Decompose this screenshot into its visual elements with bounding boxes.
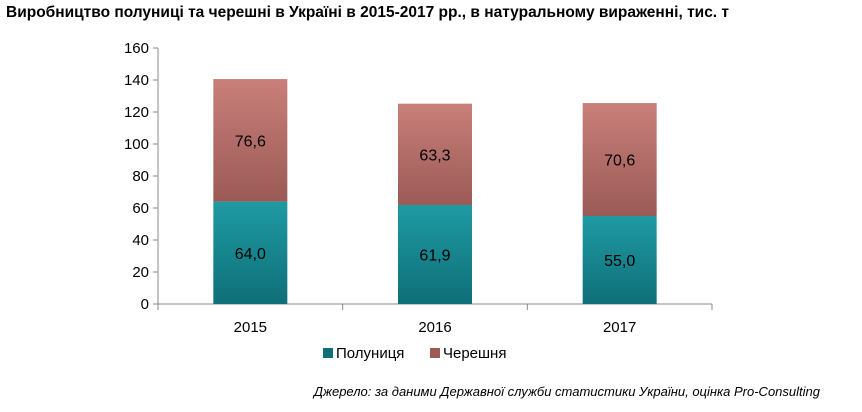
- y-tick-label: 100: [124, 136, 149, 153]
- legend-swatch: [323, 348, 333, 358]
- y-tick-label: 20: [132, 264, 149, 281]
- source-note: Джерело: за даними Державної служби стат…: [313, 384, 820, 399]
- x-tick-label: 2017: [603, 319, 636, 336]
- data-label: 76,6: [235, 133, 266, 150]
- bars: 64,0 76,6 61,9 63,3 55,0 70,6: [213, 79, 657, 304]
- legend: Полуниця Черешня: [323, 345, 506, 362]
- x-axis: 2015 2016 2017: [157, 303, 713, 336]
- legend-label: Полуниця: [336, 345, 404, 362]
- data-label: 64,0: [235, 246, 266, 263]
- y-tick-label: 40: [132, 232, 149, 249]
- bar-strawberry-2015: [213, 201, 288, 304]
- data-label: 63,3: [419, 147, 450, 164]
- y-axis: 0 20 40 60 80 100 120 140 160: [124, 40, 159, 313]
- legend-label: Черешня: [443, 345, 506, 362]
- data-label: 70,6: [604, 153, 635, 170]
- y-tick-label: 140: [124, 72, 149, 89]
- x-tick-label: 2015: [234, 319, 267, 336]
- bar-cherry-2015: [213, 79, 288, 202]
- bar-strawberry-2016: [398, 204, 472, 304]
- y-tick-label: 120: [124, 104, 149, 121]
- bar-strawberry-2017: [582, 216, 657, 304]
- legend-swatch: [430, 348, 440, 358]
- data-label: 55,0: [604, 253, 635, 270]
- y-tick-label: 160: [124, 40, 149, 57]
- data-label: 61,9: [419, 247, 450, 264]
- x-tick-label: 2016: [418, 319, 451, 336]
- chart-title: Виробництво полуниці та черешні в Україн…: [6, 4, 730, 21]
- y-tick-label: 60: [132, 200, 149, 217]
- y-tick-label: 0: [141, 296, 149, 313]
- y-tick-label: 80: [132, 168, 149, 185]
- bar-cherry-2017: [582, 103, 657, 216]
- bar-cherry-2016: [398, 103, 472, 205]
